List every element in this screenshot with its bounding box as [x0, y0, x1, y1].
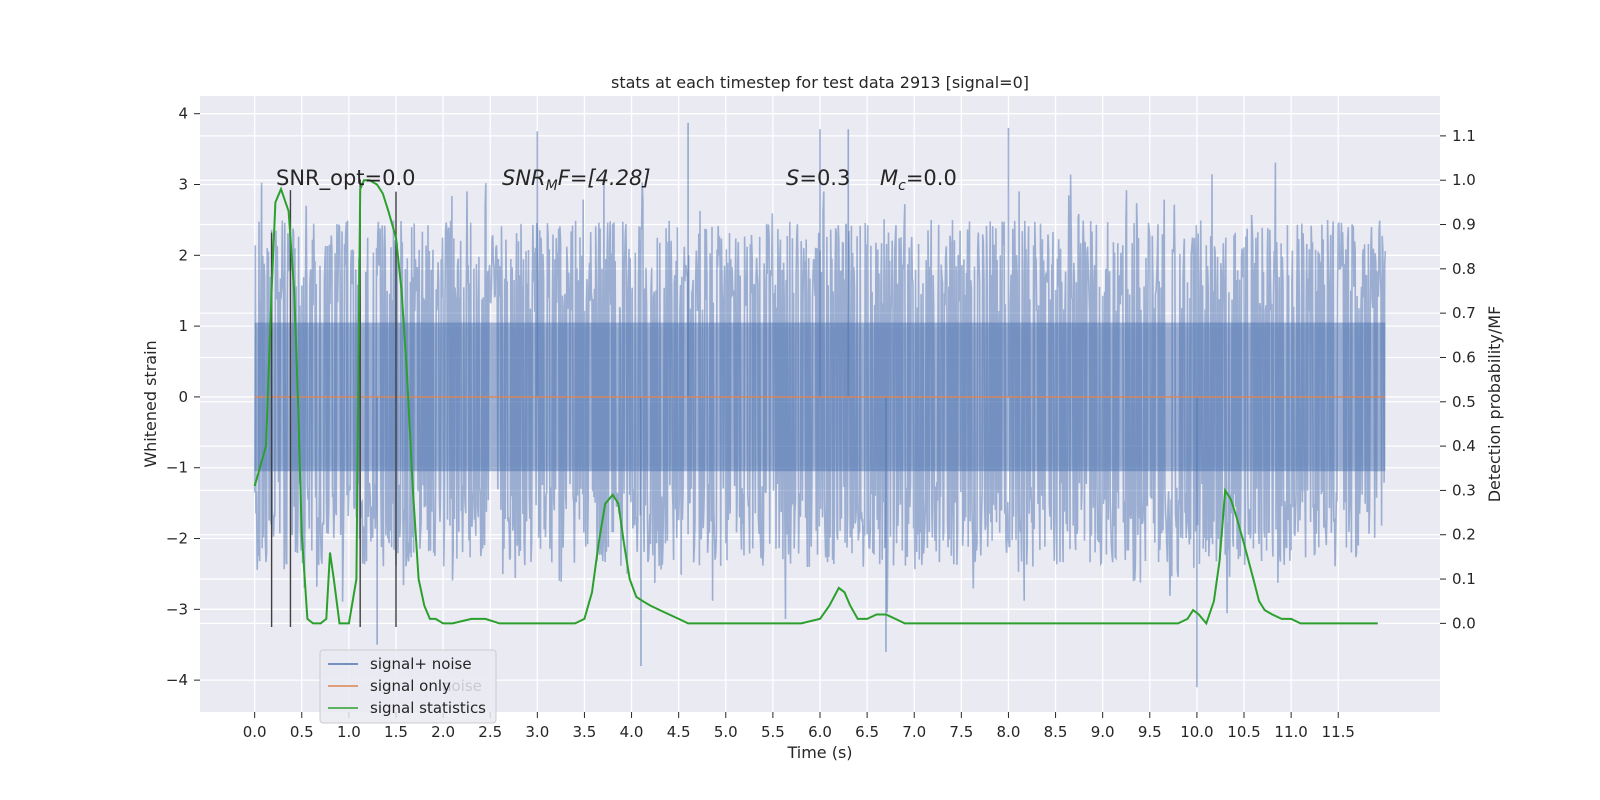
y-tick-label: −1: [166, 459, 188, 477]
x-tick-label: 5.0: [714, 723, 738, 741]
x-tick-label: 11.5: [1322, 723, 1355, 741]
y-tick-label-right: 0.2: [1452, 526, 1476, 544]
x-tick-label: 3.5: [573, 723, 597, 741]
x-tick-label: 7.5: [949, 723, 973, 741]
x-tick-label: 4.0: [620, 723, 644, 741]
x-tick-label: 1.5: [384, 723, 408, 741]
legend-label-signal-statistics: signal statistics: [370, 699, 486, 717]
y-tick-label-right: 0.3: [1452, 481, 1476, 499]
y-tick-label-right: 0.6: [1452, 348, 1476, 366]
legend-label-signal-only: signal only: [370, 677, 451, 695]
series-signal-statistics: [253, 179, 1378, 626]
annotation-mc: Mc=0.0: [880, 166, 957, 194]
x-tick-label: 4.5: [667, 723, 691, 741]
x-tick-label: 6.0: [808, 723, 832, 741]
x-tick-label: 7.0: [902, 723, 926, 741]
y-tick-label: −4: [166, 671, 188, 689]
x-tick-label: 3.0: [525, 723, 549, 741]
legend-overlap-text: noise: [442, 677, 482, 695]
x-tick-label: 6.5: [855, 723, 879, 741]
annotation-s-symbol: S: [786, 166, 799, 190]
x-ticks: 0.0 0.5 1.0 1.5 2.0 2.5 3.0 3.5 4.0 4.5 5.0 5.5 6.0 6…: [243, 712, 1355, 741]
x-tick-label: 9.0: [1091, 723, 1115, 741]
x-tick-label: 0.5: [290, 723, 314, 741]
y-tick-label: 2: [178, 246, 188, 264]
annotation-s-value: =0.3: [799, 166, 850, 190]
y-ticks-right: 1.1 1.0 0.9 0.8 0.7 0.6 0.5 0.4 0.3 0.2 0.1 0.0: [1440, 127, 1476, 632]
x-tick-label: 5.5: [761, 723, 785, 741]
annotation-mc-value: =0.0: [906, 166, 957, 190]
annotation-snr-mf: SNRMF=[4.28]: [502, 166, 651, 194]
y-tick-label: 3: [178, 176, 188, 194]
x-tick-label: 2.0: [431, 723, 455, 741]
x-tick-label: 10.5: [1227, 723, 1260, 741]
y-tick-label: 0: [178, 388, 188, 406]
annotation-snr-mf-subscript: M: [546, 178, 558, 194]
signal-statistics-trace: [253, 179, 1378, 626]
y-tick-label-right: 0.5: [1452, 393, 1476, 411]
y-tick-label-right: 0.9: [1452, 216, 1476, 234]
annotation-snr-mf-value: F=[4.28]: [558, 166, 651, 190]
y-tick-label: 1: [178, 317, 188, 335]
y-axis-label-right: Detection probability/MF: [1485, 306, 1504, 503]
y-ticks: 4 3 2 1 0 −1 −2 −3 −4: [166, 105, 200, 689]
y-tick-label-right: 0.1: [1452, 570, 1476, 588]
y-axis-label: Whitened strain: [141, 340, 160, 467]
y-tick-label-right: 0.7: [1452, 304, 1476, 322]
y-tick-label: −2: [166, 530, 188, 548]
y-tick-label-right: 1.1: [1452, 127, 1476, 145]
y-tick-label: 4: [178, 105, 188, 123]
chart-title: stats at each timestep for test data 291…: [611, 73, 1029, 92]
x-tick-label: 0.0: [243, 723, 267, 741]
annotation-mc-subscript: c: [898, 178, 906, 194]
x-tick-label: 8.0: [997, 723, 1021, 741]
annotation-s: S=0.3: [786, 166, 850, 190]
x-tick-label: 9.5: [1138, 723, 1162, 741]
legend-box: [319, 649, 497, 724]
y-tick-label-right: 1.0: [1452, 171, 1476, 189]
x-tick-label: 10.0: [1180, 723, 1213, 741]
x-tick-label: 1.0: [337, 723, 361, 741]
x-tick-label: 8.5: [1044, 723, 1068, 741]
legend-label-signal-noise: signal+ noise: [370, 655, 472, 673]
legend: noise signal+ noise signal only signal s…: [319, 649, 497, 724]
annotation-snr-mf-symbol: SNR: [502, 166, 546, 190]
annotation-mc-symbol: M: [880, 166, 898, 190]
y-tick-label-right: 0.8: [1452, 260, 1476, 278]
x-tick-label: 11.0: [1274, 723, 1307, 741]
x-tick-label: 2.5: [478, 723, 502, 741]
y-tick-label-right: 0.0: [1452, 614, 1476, 632]
annotation-snr-opt: SNR_opt=0.0: [276, 166, 416, 191]
y-tick-label: −3: [166, 600, 188, 618]
x-axis-label: Time (s): [786, 743, 852, 762]
y-tick-label-right: 0.4: [1452, 437, 1476, 455]
